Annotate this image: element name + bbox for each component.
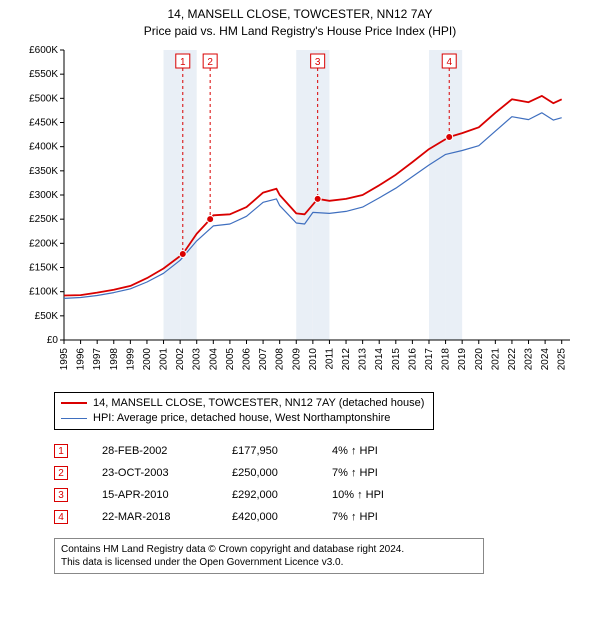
legend-item-property: 14, MANSELL CLOSE, TOWCESTER, NN12 7AY (…	[61, 396, 427, 411]
x-axis-tick: 2009	[291, 347, 302, 370]
x-axis-tick: 2019	[457, 347, 468, 370]
price-chart: £0 £50K £100K £150K £200K £250K £300K £350K £400…	[20, 44, 580, 384]
legend-label: 14, MANSELL CLOSE, TOWCESTER, NN12 7AY (…	[93, 396, 424, 411]
transaction-diff: 7% ↑ HPI	[332, 467, 442, 479]
transaction-date: 22-MAR-2018	[102, 511, 232, 523]
y-axis-tick: £350K	[29, 165, 58, 176]
transaction-marker: 2	[54, 466, 68, 480]
x-axis-tick: 2002	[175, 347, 186, 370]
x-axis-tick: 1995	[59, 347, 70, 370]
x-axis-tick: 2021	[490, 347, 501, 370]
legend-label: HPI: Average price, detached house, West…	[93, 411, 390, 426]
x-axis-tick: 1997	[92, 347, 103, 370]
x-axis-tick: 2013	[358, 347, 369, 370]
transaction-diff: 10% ↑ HPI	[332, 489, 442, 501]
x-axis-tick: 2003	[192, 347, 203, 370]
x-axis-tick: 2020	[474, 347, 485, 370]
legend-item-hpi: HPI: Average price, detached house, West…	[61, 411, 427, 426]
x-axis-tick: 2007	[258, 347, 269, 370]
x-axis-tick: 1996	[76, 347, 87, 370]
x-axis-tick: 2014	[374, 347, 385, 370]
x-axis-tick: 2023	[524, 347, 535, 370]
x-axis-tick: 2006	[241, 347, 252, 370]
transaction-row: 1 28-FEB-2002£177,9504% ↑ HPI	[54, 440, 484, 462]
x-axis-tick: 2015	[391, 347, 402, 370]
transaction-row: 4 22-MAR-2018£420,0007% ↑ HPI	[54, 506, 484, 528]
transaction-row: 2 23-OCT-2003£250,0007% ↑ HPI	[54, 462, 484, 484]
x-axis-tick: 2012	[341, 347, 352, 370]
transaction-price: £250,000	[232, 467, 332, 479]
x-axis-tick: 2005	[225, 347, 236, 370]
page-subtitle: Price paid vs. HM Land Registry's House …	[10, 23, 590, 40]
transaction-date: 28-FEB-2002	[102, 445, 232, 457]
y-axis-tick: £250K	[29, 214, 58, 225]
x-axis-tick: 2017	[424, 347, 435, 370]
transaction-date: 23-OCT-2003	[102, 467, 232, 479]
page-title: 14, MANSELL CLOSE, TOWCESTER, NN12 7AY	[10, 6, 590, 23]
chart-marker-2: 2	[207, 57, 213, 68]
transaction-diff: 4% ↑ HPI	[332, 445, 442, 457]
transaction-price: £177,950	[232, 445, 332, 457]
y-axis-tick: £50K	[35, 310, 59, 321]
transaction-price: £292,000	[232, 489, 332, 501]
y-axis-tick: £100K	[29, 286, 58, 297]
footer-line-2: This data is licensed under the Open Gov…	[61, 556, 477, 569]
y-axis-tick: £300K	[29, 190, 58, 201]
transaction-price: £420,000	[232, 511, 332, 523]
x-axis-tick: 2011	[324, 347, 335, 369]
x-axis-tick: 2004	[208, 347, 219, 370]
transaction-marker: 4	[54, 510, 68, 524]
y-axis-tick: £500K	[29, 93, 58, 104]
x-axis-tick: 2000	[142, 347, 153, 370]
chart-legend: 14, MANSELL CLOSE, TOWCESTER, NN12 7AY (…	[54, 392, 434, 431]
x-axis-tick: 2016	[407, 347, 418, 370]
chart-marker-3: 3	[315, 57, 321, 68]
y-axis-tick: £450K	[29, 117, 58, 128]
transaction-table: 1 28-FEB-2002£177,9504% ↑ HPI 2 23-OCT-2003…	[54, 440, 484, 528]
legend-swatch	[61, 402, 87, 404]
x-axis-tick: 2018	[441, 347, 452, 370]
y-axis-tick: £400K	[29, 141, 58, 152]
footer: Contains HM Land Registry data © Crown c…	[54, 538, 484, 574]
transaction-row: 3 15-APR-2010£292,00010% ↑ HPI	[54, 484, 484, 506]
x-axis-tick: 2025	[557, 347, 568, 370]
y-axis-tick: £600K	[29, 45, 58, 56]
x-axis-tick: 2024	[540, 347, 551, 370]
y-axis-tick: £200K	[29, 238, 58, 249]
transaction-diff: 7% ↑ HPI	[332, 511, 442, 523]
x-axis-tick: 1999	[125, 347, 136, 370]
chart-marker-4: 4	[446, 57, 452, 68]
x-axis-tick: 2008	[275, 347, 286, 370]
y-axis-tick: £0	[47, 335, 59, 346]
x-axis-tick: 2022	[507, 347, 518, 370]
y-axis-tick: £550K	[29, 69, 58, 80]
y-axis-tick: £150K	[29, 262, 58, 273]
legend-swatch	[61, 418, 87, 419]
transaction-marker: 3	[54, 488, 68, 502]
chart-marker-1: 1	[180, 57, 186, 68]
footer-line-1: Contains HM Land Registry data © Crown c…	[61, 543, 477, 556]
transaction-marker: 1	[54, 444, 68, 458]
transaction-date: 15-APR-2010	[102, 489, 232, 501]
x-axis-tick: 2001	[159, 347, 170, 370]
x-axis-tick: 2010	[308, 347, 319, 370]
x-axis-tick: 1998	[109, 347, 120, 370]
